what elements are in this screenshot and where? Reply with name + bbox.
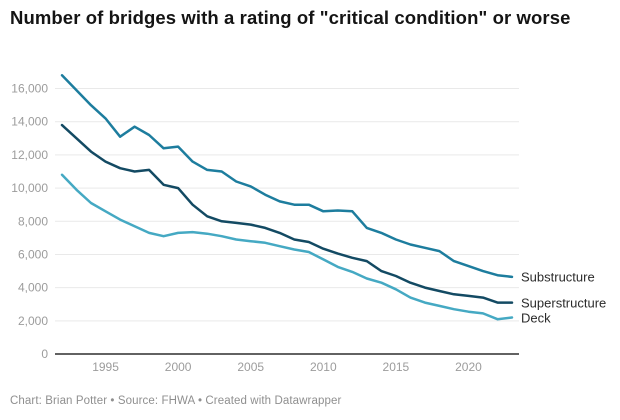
series-label-substructure: Substructure	[521, 269, 595, 285]
y-tick-label: 16,000	[11, 82, 48, 96]
y-tick-label: 0	[41, 347, 48, 361]
x-tick-label: 2020	[455, 360, 482, 374]
y-tick-label: 2,000	[18, 314, 48, 328]
y-tick-label: 6,000	[18, 247, 48, 261]
x-tick-label: 2010	[310, 360, 337, 374]
series-label-superstructure: Superstructure	[521, 295, 607, 311]
line-superstructure[interactable]	[60, 123, 514, 304]
chart-title: Number of bridges with a rating of "crit…	[10, 7, 571, 28]
line-substructure[interactable]	[60, 74, 514, 279]
y-tick-label: 12,000	[11, 148, 48, 162]
y-tick-label: 8,000	[18, 214, 48, 228]
x-tick-label: 1995	[92, 360, 119, 374]
y-tick-label: 14,000	[11, 115, 48, 129]
line-deck[interactable]	[60, 173, 514, 321]
y-tick-label: 10,000	[11, 181, 48, 195]
x-tick-label: 2000	[165, 360, 192, 374]
series-label-deck: Deck	[521, 310, 551, 325]
y-tick-label: 4,000	[18, 281, 48, 295]
chart-attribution: Chart: Brian Potter • Source: FHWA • Cre…	[10, 395, 342, 407]
x-tick-label: 2005	[237, 360, 264, 374]
x-tick-label: 2015	[383, 360, 410, 374]
